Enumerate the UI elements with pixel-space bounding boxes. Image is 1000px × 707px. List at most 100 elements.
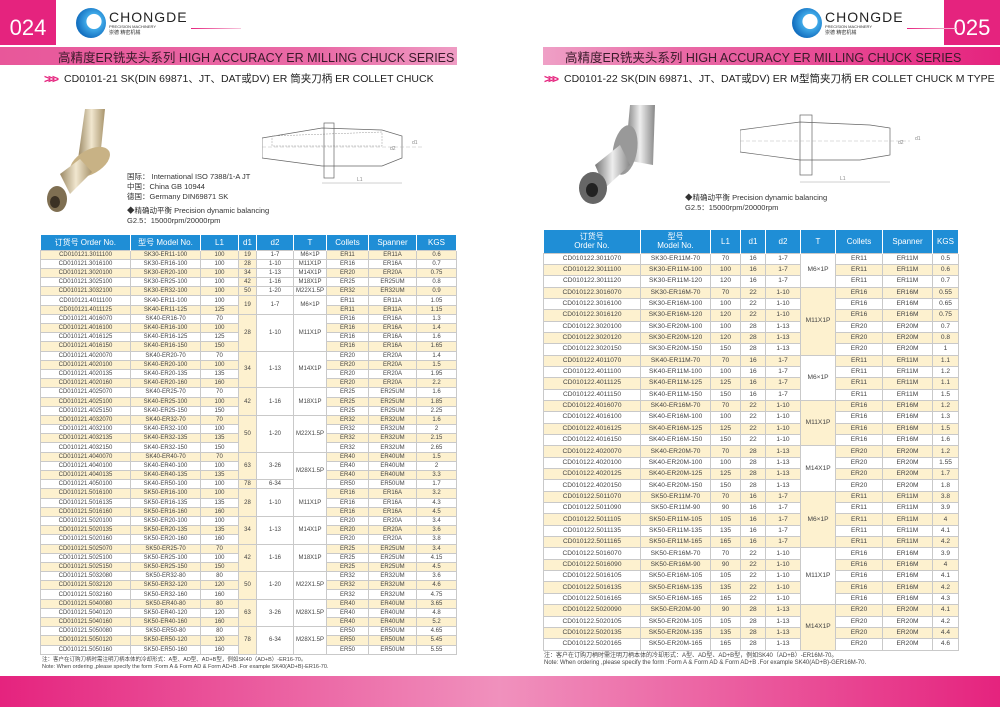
cell-l1: 120: [710, 309, 741, 322]
cell-collets: ER25: [326, 277, 369, 288]
logo-sub: PRECISION MACHINERY: [109, 24, 157, 29]
cell-order-no: CD010122.3020120: [543, 331, 641, 345]
subtitle-text: CD0101-22 SK(DIN 69871、JT、DAT或DV) ER M型筒…: [564, 73, 995, 85]
note-cn: 注：客户在订购刀柄时需注明刀柄本体的冷却形式：A型、AD型、AD+B型，例如SK…: [42, 657, 307, 663]
cell-spanner: ER25UM: [368, 543, 417, 554]
order-note-left: 注：客户在订购刀柄时需注明刀柄本体的冷却形式：A型、AD型、AD+B型，例如SK…: [42, 657, 328, 671]
cell-order-no: CD010122.3020100: [543, 320, 641, 333]
header-model-no: 型号 Model No.: [640, 230, 711, 253]
cell-l1: 100: [200, 359, 239, 370]
cell-l1: 70: [200, 543, 239, 554]
cell-spanner: ER50UM: [368, 635, 417, 646]
cell-l1: 135: [710, 581, 741, 594]
cell-kgs: 1.95: [416, 368, 457, 380]
cell-model-no: SK40-ER11M-100: [640, 365, 711, 379]
cell-kgs: 4.3: [932, 592, 959, 606]
drawing-label-d2: d2: [898, 140, 904, 146]
cell-spanner: ER20M: [882, 343, 933, 356]
cell-d2: 1-7: [765, 354, 801, 367]
cell-spanner: ER20M: [882, 604, 933, 617]
cell-collets: ER11: [835, 490, 883, 504]
cell-order-no: CD010121.4016150: [40, 341, 131, 352]
cell-d1: 22: [740, 399, 766, 413]
cell-collets: ER20: [326, 378, 369, 389]
cell-order-no: CD010121.5040080: [40, 598, 131, 609]
cell-model-no: SK30-ER11M-100: [640, 263, 711, 277]
table-row: CD010121.5032080 SK50-ER32-80 80 50 1-20 M22X…: [40, 571, 457, 600]
cell-order-no: CD010122.5011105: [543, 513, 641, 526]
cell-d2: 3-26: [256, 598, 294, 628]
cell-d1: 22: [740, 558, 766, 572]
cell-model-no: SK30-ER16M-120: [640, 309, 711, 322]
logo-line: [190, 27, 241, 29]
cell-collets: ER25: [326, 387, 369, 398]
cell-order-no: CD010121.3025100: [40, 277, 131, 288]
cell-order-no: CD010122.4011100: [543, 365, 641, 379]
cell-collets: ER11: [835, 263, 883, 277]
cell-collets: ER11: [835, 252, 883, 265]
cell-spanner: ER16A: [368, 313, 417, 325]
cell-model-no: SK50-ER32-80: [130, 571, 201, 582]
cell-kgs: 2.15: [416, 433, 457, 444]
cell-l1: 125: [200, 332, 239, 343]
table-row: CD010122.3020150 SK30-ER20M-150 150 28 1-13 E…: [543, 343, 959, 356]
chevrons-icon: >>>: [44, 71, 59, 86]
cell-spanner: ER11M: [882, 263, 933, 277]
cell-collets: ER20: [835, 626, 883, 640]
cell-spanner: ER16M: [882, 592, 933, 606]
cell-kgs: 1.6: [416, 387, 457, 398]
cell-spanner: ER16M: [882, 422, 933, 436]
cell-spanner: ER11M: [882, 524, 933, 538]
cell-l1: 100: [200, 479, 239, 490]
cell-model-no: SK40-ER20-135: [130, 368, 201, 380]
table-row: CD010121.4032150 SK40-ER32-150 150 ER32 ER32…: [40, 442, 457, 453]
cell-model-no: SK50-ER20-135: [130, 525, 201, 536]
cell-d1: 42: [238, 277, 257, 288]
header-spanner: Spanner: [882, 230, 933, 253]
table-row: CD010122.3016100 SK30-ER16M-100 100 22 1-10 E…: [543, 297, 959, 311]
cell-collets: ER20: [835, 445, 883, 458]
cell-d2: 1-10: [765, 297, 801, 311]
table-row: CD010121.4016125 SK40-ER16-125 125 ER16 ER16…: [40, 332, 457, 343]
cell-l1: 150: [710, 388, 741, 401]
cell-l1: 100: [200, 424, 239, 435]
cell-l1: 100: [200, 249, 239, 260]
cell-model-no: SK50-ER11M-165: [640, 536, 711, 549]
header-d2: d2: [256, 235, 294, 250]
cell-model-no: SK40-ER40-70: [130, 451, 201, 462]
cell-spanner: ER11A: [368, 304, 417, 315]
cell-d1: 34: [238, 515, 257, 545]
cell-d2: 1-10: [765, 581, 801, 594]
cell-d1: 16: [740, 388, 766, 401]
cell-spanner: ER16A: [368, 258, 417, 269]
cell-l1: 120: [710, 331, 741, 345]
cell-d1: 50: [238, 414, 257, 453]
table-row: CD010121.4020160 SK40-ER20-160 160 ER20 ER20…: [40, 378, 457, 389]
table-row: CD010122.5011165 SK50-ER11M-165 165 16 1-7 ER…: [543, 536, 959, 549]
cell-spanner: ER20M: [882, 320, 933, 333]
balance-text: ◆精确动平衡 Precision dynamic balancing: [685, 193, 828, 202]
table-row: CD010122.5016135 SK50-ER16M-135 135 22 1-10 E…: [543, 581, 959, 594]
cell-spanner: ER32UM: [368, 286, 417, 297]
cell-collets: ER32: [326, 442, 369, 453]
balance-info-right: ◆精确动平衡 Precision dynamic balancing G2.5：…: [685, 193, 827, 213]
cell-d1: 22: [740, 422, 766, 436]
cell-collets: ER20: [835, 320, 883, 333]
product-subtitle-right: >>> CD0101-22 SK(DIN 69871、JT、DAT或DV) ER…: [544, 71, 995, 86]
table-row: CD010121.3016100 SK30-ER16-100 100 28 1-10 M1…: [40, 258, 457, 269]
cell-model-no: SK40-ER40-100: [130, 460, 201, 472]
cell-model-no: SK50-ER50-160: [130, 644, 201, 655]
table-row: CD010121.4025150 SK40-ER25-150 150 ER25 ER25…: [40, 405, 457, 416]
cell-kgs: 4.4: [932, 626, 959, 640]
cell-order-no: CD010121.4020160: [40, 378, 131, 389]
cell-d2: 1-10: [765, 422, 801, 436]
cell-t: M6×1P: [800, 490, 836, 549]
cell-d2: 1-13: [765, 604, 801, 617]
cell-kgs: 1.1: [932, 377, 959, 390]
cell-collets: ER40: [326, 469, 369, 481]
cell-model-no: SK40-ER16-150: [130, 341, 201, 352]
cell-spanner: ER11M: [882, 354, 933, 367]
cell-kgs: 1.6: [932, 433, 959, 447]
header-collets: Collets: [326, 235, 369, 250]
drawing-label-d2: d2: [390, 146, 396, 152]
